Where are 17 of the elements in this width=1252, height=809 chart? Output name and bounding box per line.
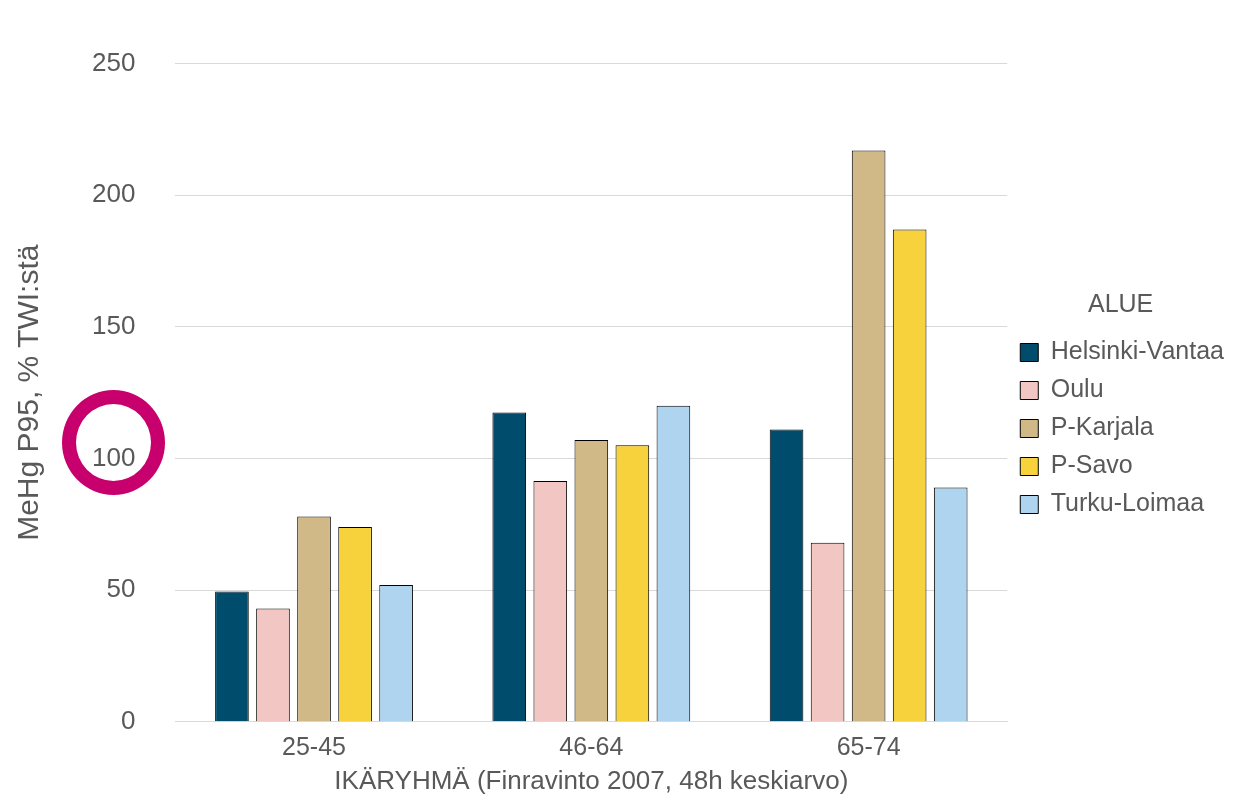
legend-label: P-Savo <box>1050 450 1133 479</box>
y-tick-label: 100 <box>91 441 136 472</box>
x-tick-label: 65-74 <box>836 731 901 760</box>
legend-label: P-Karjala <box>1050 412 1154 441</box>
legend-title: ALUE <box>1087 289 1154 318</box>
y-tick-label: 200 <box>91 178 136 209</box>
y-tick-label: 250 <box>91 46 136 77</box>
legend-label: Turku-Loimaa <box>1050 488 1205 517</box>
y-axis-title: MeHg P95, % TWI:stä <box>11 244 45 541</box>
legend-label: Helsinki-Vantaa <box>1050 336 1225 365</box>
y-tick-label: 50 <box>106 573 136 604</box>
x-axis-title: IKÄRYHMÄ (Finravinto 2007, 48h keskiarvo) <box>334 764 849 795</box>
legend-label: Oulu <box>1050 374 1104 403</box>
y-tick-label: 150 <box>91 310 136 341</box>
y-tick-label: 0 <box>120 704 136 735</box>
x-tick-label: 25-45 <box>282 731 346 760</box>
x-tick-label: 46-64 <box>559 731 624 760</box>
